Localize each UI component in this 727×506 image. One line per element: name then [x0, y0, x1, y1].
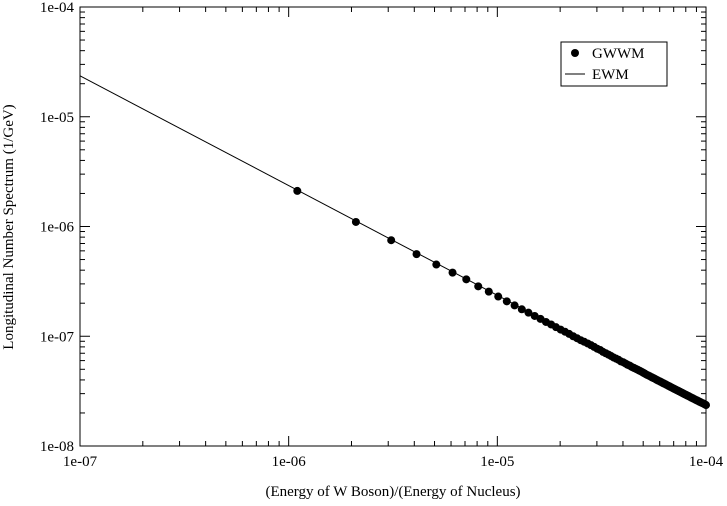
y-tick-label: 1e-05: [40, 110, 74, 126]
x-axis-title: (Energy of W Boson)/(Energy of Nucleus): [265, 484, 520, 500]
x-tick-label: 1e-07: [63, 454, 98, 470]
legend-label-gwwm: GWWM: [592, 46, 645, 62]
y-axis-title: Longitudinal Number Spectrum (1/GeV): [1, 104, 17, 349]
y-tick-label: 1e-06: [40, 220, 75, 236]
x-axis-tick-labels: 1e-07 1e-06 1e-05 1e-04: [63, 454, 724, 470]
y-tick-label: 1e-07: [40, 329, 75, 345]
data-point-gwwm: [387, 236, 396, 245]
x-tick-label: 1e-05: [480, 454, 514, 470]
y-axis-tick-labels: 1e-08 1e-07 1e-06 1e-05 1e-04: [40, 0, 75, 455]
y-tick-label: 1e-04: [40, 0, 75, 16]
x-tick-label: 1e-04: [689, 454, 724, 470]
plot-frame: [79, 6, 707, 447]
legend: GWWM EWM: [560, 41, 668, 87]
legend-marker-gwwm: [571, 49, 579, 57]
data-point-gwwm: [494, 292, 503, 301]
legend-box: [560, 41, 668, 87]
series-line-ewm: [79, 75, 707, 406]
legend-label-ewm: EWM: [592, 67, 629, 83]
x-tick-label: 1e-06: [272, 454, 307, 470]
y-tick-label: 1e-08: [40, 439, 74, 455]
x-axis-ticks: [79, 7, 707, 446]
